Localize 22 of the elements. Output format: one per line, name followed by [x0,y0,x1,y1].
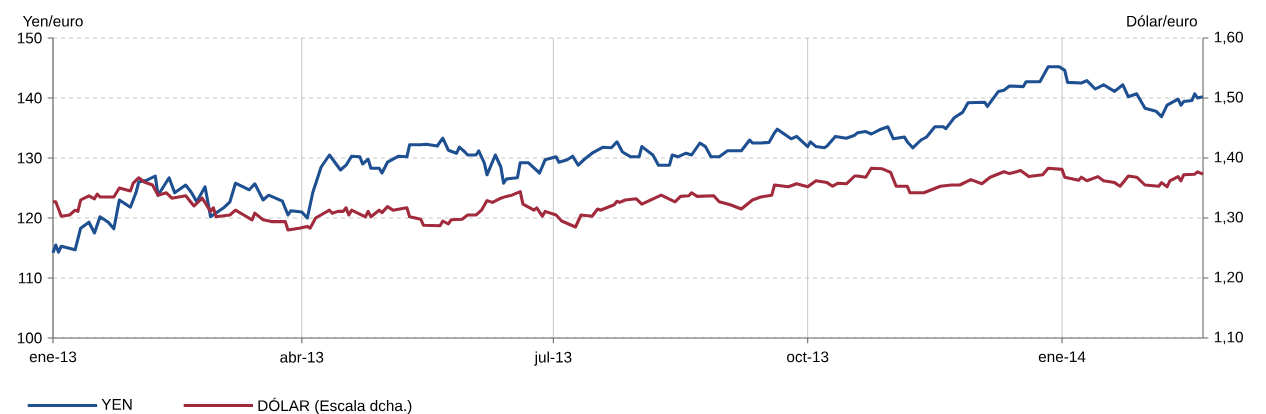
y-tick-label: 120 [17,212,42,224]
y-axis-title: Yen/euro [22,15,83,27]
x-tick-label: ene-13 [29,351,77,363]
y-tick-label: 130 [17,152,42,164]
y-tick-label: 100 [17,332,42,344]
x-tick-label: jul-13 [534,351,572,366]
y2-tick-label: 1,50 [1214,91,1243,105]
x-tick-label: oct-13 [787,351,829,363]
y-tick-label: 140 [17,92,42,104]
line-series [51,166,1205,232]
y2-tick-label: 1,40 [1214,151,1243,165]
legend-label: YEN [101,399,132,410]
y2-tick-label: 1,10 [1214,331,1243,345]
y2-tick-label: 1,60 [1214,31,1243,45]
x-tick-label: abr-13 [280,351,324,363]
y-tick-label: 110 [19,272,42,284]
y2-tick-label: 1,20 [1214,271,1243,285]
y2-axis-title: Dólar/euro [1127,15,1197,27]
x-tick-label: ene-14 [1038,351,1086,363]
y2-tick-label: 1,30 [1214,211,1243,225]
legend-label: DÓLAR (Escala dcha.) [258,397,412,414]
y-tick-label: 150 [17,32,42,44]
